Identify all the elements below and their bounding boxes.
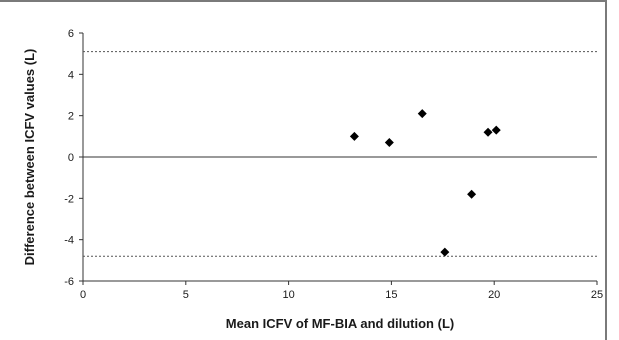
data-point	[417, 109, 427, 119]
y-tick-label: -2	[64, 193, 74, 205]
reference-lines	[83, 51, 597, 257]
data-point	[467, 189, 477, 199]
y-tick-label: 6	[68, 28, 74, 40]
x-tick-label: 25	[591, 289, 603, 301]
x-tick-label: 20	[488, 289, 500, 301]
x-tick-label: 10	[282, 289, 294, 301]
y-tick-label: -4	[64, 235, 74, 247]
data-point	[491, 125, 501, 135]
x-tick-label: 15	[385, 289, 397, 301]
y-tick-label: 4	[68, 69, 74, 81]
data-point	[440, 247, 450, 257]
y-axis-title: Difference between ICFV values (L)	[22, 49, 37, 266]
data-point	[384, 138, 394, 148]
data-point	[349, 131, 359, 141]
x-axis-title: Mean ICFV of MF-BIA and dilution (L)	[226, 316, 454, 331]
y-tick-label: 0	[68, 152, 74, 164]
data-points	[349, 109, 501, 257]
tick-labels: -6 -4 -2 0 2 4 6 0 5 10 15 20 25	[64, 28, 603, 301]
x-tick-label: 0	[80, 289, 86, 301]
y-tick-label: 2	[68, 111, 74, 123]
y-tick-label: -6	[64, 276, 74, 288]
axes	[79, 32, 598, 285]
x-tick-label: 5	[183, 289, 189, 301]
data-point	[483, 127, 493, 137]
